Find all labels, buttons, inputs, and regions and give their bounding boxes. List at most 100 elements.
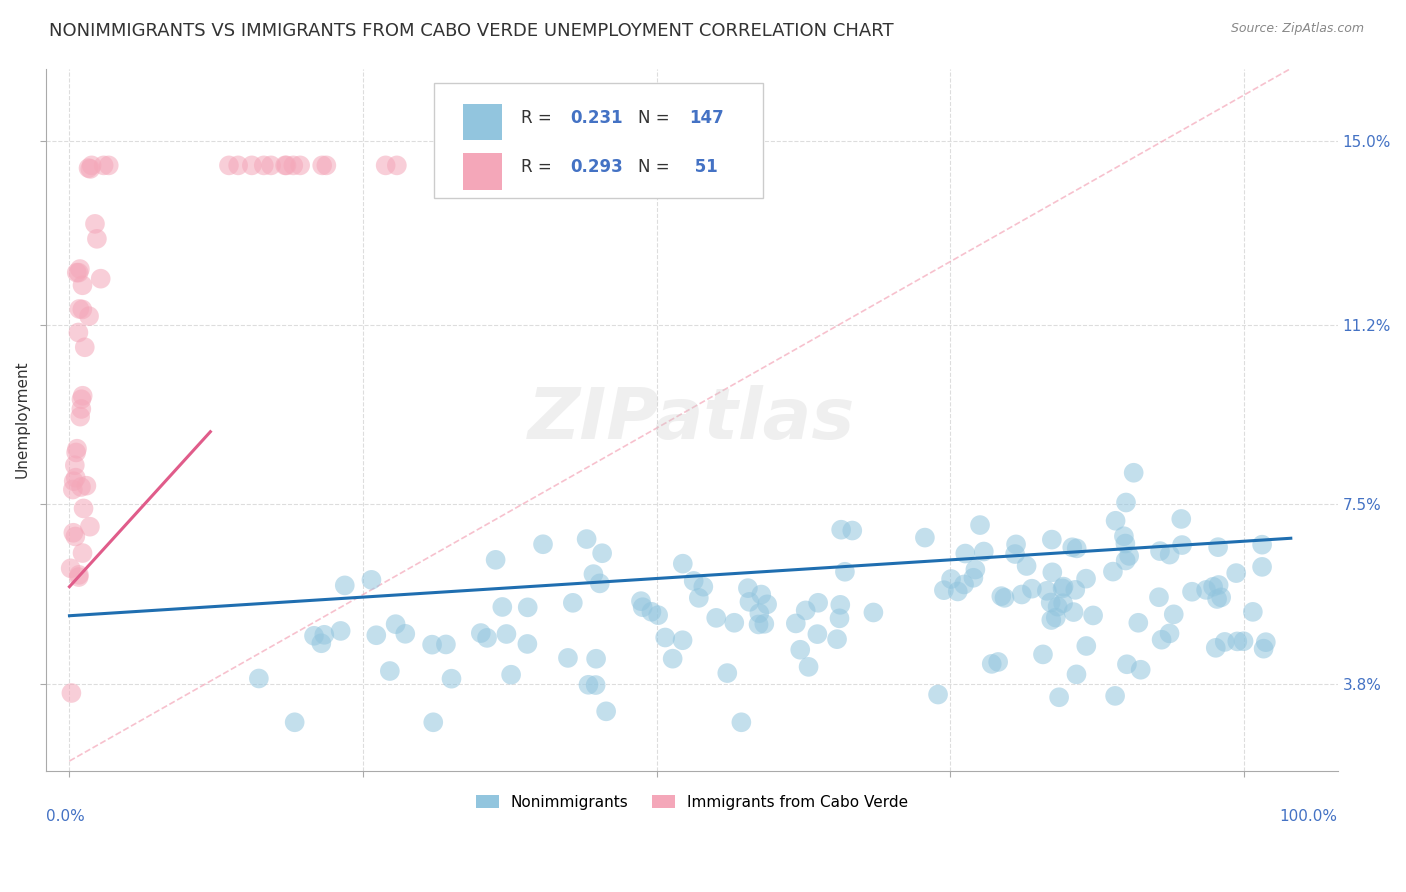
Point (360, 573, 382, 587)
Point (65, 529, 87, 543)
Point (980, 657, 1002, 671)
Point (1159, 626, 1181, 640)
Point (67, 570, 90, 584)
Point (491, 599, 513, 614)
Point (72, 501, 94, 516)
Point (1170, 512, 1192, 526)
Point (585, 678, 607, 692)
Text: R =: R = (522, 158, 557, 176)
Point (692, 580, 714, 594)
Point (1208, 578, 1230, 592)
Point (516, 637, 538, 651)
Point (434, 637, 457, 651)
Point (1066, 541, 1088, 556)
Point (1045, 610, 1067, 624)
Point (749, 588, 772, 602)
Point (661, 651, 683, 665)
Point (1046, 599, 1069, 614)
Point (990, 589, 1012, 603)
Point (591, 546, 613, 560)
Point (422, 715, 444, 730)
Point (841, 524, 863, 538)
Point (1032, 648, 1054, 662)
Point (862, 606, 884, 620)
Text: Source: ZipAtlas.com: Source: ZipAtlas.com (1230, 22, 1364, 36)
Point (1102, 565, 1125, 579)
Point (283, 158, 305, 172)
Point (1104, 689, 1126, 703)
Point (640, 605, 662, 619)
Point (1225, 566, 1247, 580)
Point (378, 664, 401, 678)
Point (470, 626, 492, 640)
Point (1171, 538, 1194, 552)
Point (440, 672, 463, 686)
Text: 0.293: 0.293 (571, 158, 623, 176)
Point (274, 158, 297, 172)
Point (1159, 548, 1181, 562)
Point (939, 572, 962, 586)
Point (578, 678, 600, 692)
Point (1052, 582, 1074, 596)
Point (72, 389, 94, 403)
Point (1066, 667, 1088, 681)
Point (260, 158, 283, 172)
Point (631, 600, 654, 615)
Point (1015, 559, 1038, 574)
Point (1241, 605, 1264, 619)
Point (1011, 587, 1033, 601)
Point (828, 611, 851, 625)
Point (69, 262, 91, 277)
Point (1021, 582, 1043, 596)
Point (240, 158, 263, 172)
Point (77, 309, 100, 323)
Point (79, 519, 101, 533)
Point (834, 565, 856, 579)
Text: N =: N = (637, 109, 675, 127)
Point (927, 688, 949, 702)
Point (84, 217, 107, 231)
Point (671, 633, 693, 648)
Point (62, 525, 84, 540)
Point (630, 594, 652, 608)
Point (1163, 607, 1185, 622)
Point (66, 266, 89, 280)
Point (73, 340, 96, 354)
Point (72, 302, 94, 317)
Text: ZIPatlas: ZIPatlas (529, 385, 856, 454)
Point (953, 577, 976, 591)
Point (79, 161, 101, 176)
Point (993, 591, 1015, 605)
Point (329, 624, 352, 638)
Point (385, 158, 408, 172)
Point (495, 627, 517, 641)
Point (647, 608, 669, 623)
Text: N =: N = (637, 158, 675, 176)
Point (366, 628, 388, 642)
Point (302, 629, 325, 643)
Point (77, 161, 100, 175)
FancyBboxPatch shape (463, 104, 502, 141)
Point (63, 458, 86, 473)
Point (247, 672, 270, 686)
Point (284, 715, 307, 730)
Text: R =: R = (522, 109, 557, 127)
Point (311, 158, 333, 172)
Text: 0.231: 0.231 (571, 109, 623, 127)
Point (394, 627, 416, 641)
Point (1004, 547, 1026, 561)
Point (806, 627, 828, 641)
Point (1195, 582, 1218, 597)
Point (72, 278, 94, 293)
Point (738, 595, 761, 609)
Point (516, 600, 538, 615)
FancyBboxPatch shape (433, 83, 763, 198)
Point (1116, 657, 1139, 672)
Point (962, 571, 984, 585)
Point (987, 655, 1010, 669)
Point (75, 479, 97, 493)
Point (1202, 580, 1225, 594)
Point (1251, 559, 1274, 574)
Point (65, 471, 87, 485)
Point (585, 652, 607, 666)
